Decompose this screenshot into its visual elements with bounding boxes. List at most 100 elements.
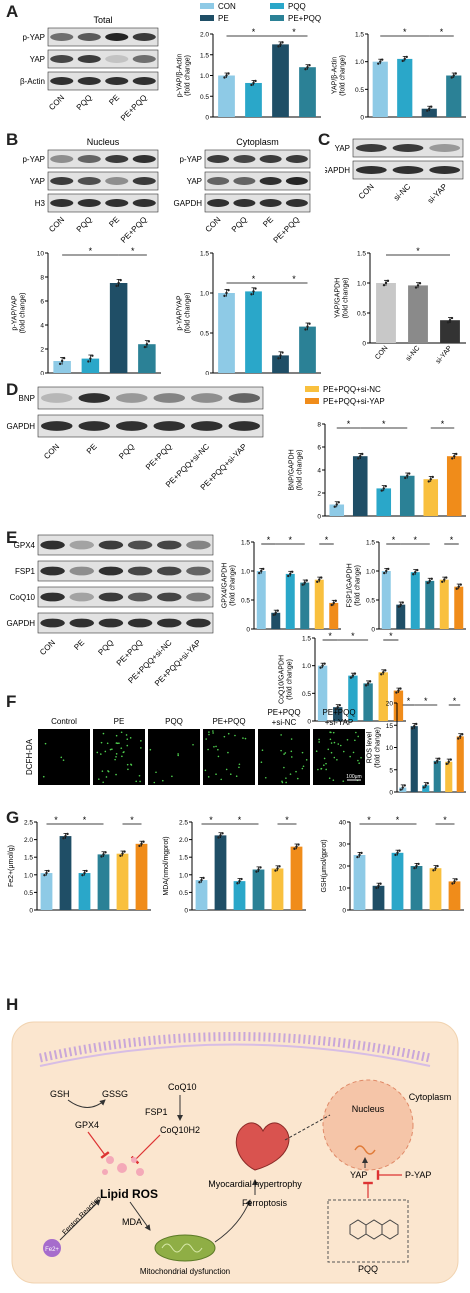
blot-band [127, 592, 153, 602]
blot-band [157, 618, 182, 628]
data-point [349, 676, 353, 679]
fluorescence-signal [192, 743, 194, 746]
data-point [366, 682, 370, 685]
data-point [47, 869, 50, 873]
y-tick-label: 4 [317, 468, 321, 475]
data-point [145, 343, 149, 346]
blot-strip [47, 171, 159, 191]
data-point [413, 724, 416, 728]
data-point [455, 452, 458, 456]
blot-band [105, 199, 129, 207]
y-tick-label: 10 [386, 745, 394, 752]
y-tick-label: 1.0 [241, 569, 250, 576]
fluorescence-signal [284, 752, 287, 754]
bar [218, 293, 235, 373]
y-axis-label: FSP1/GAPDH(fold change) [347, 563, 362, 607]
fluorescence-signal [305, 759, 308, 761]
y-tick-label: 1.0 [200, 73, 209, 80]
legend-label: PE [218, 14, 229, 23]
fluorescence-signal [217, 755, 220, 758]
data-point [398, 849, 401, 852]
bar [391, 852, 404, 910]
blot-strip [47, 71, 159, 91]
bar [440, 320, 460, 343]
data-point [426, 581, 429, 585]
bar [329, 602, 339, 629]
data-point [426, 109, 429, 112]
blot-band [228, 421, 260, 431]
fluorescence-signal [285, 777, 287, 779]
blot-lane-label: PQQ [75, 93, 94, 112]
y-tick-label: 20 [386, 701, 394, 708]
bar [78, 873, 91, 910]
data-point [356, 855, 359, 859]
data-point [279, 43, 282, 46]
blot-strip [37, 586, 214, 608]
chart-e3: 0 0.5 1.0 1.5 CoQ10/GAPDH(fold change) * * * [279, 632, 406, 726]
bar [397, 58, 413, 117]
blot-band [259, 199, 282, 207]
blot-strip [204, 149, 311, 169]
mitochondria-icon [154, 1234, 216, 1262]
y-tick-label: 0.5 [200, 94, 209, 101]
data-point [223, 294, 226, 298]
fluorescence-signal [104, 750, 107, 753]
data-point [375, 886, 378, 890]
blot-lane-label: PE [72, 638, 86, 652]
fluorescence-signal [225, 768, 228, 771]
fluorescence-signal [357, 735, 360, 738]
bar [271, 612, 281, 629]
blot-lane-label: PE+PQQ [144, 442, 174, 472]
blot-row-label: GAPDH [7, 422, 36, 431]
data-point [447, 760, 450, 763]
bar [408, 285, 428, 343]
fluorescence-signal [281, 781, 284, 784]
y-tick-label: 1.5 [200, 251, 209, 258]
chart-c1: 0 0.5 1.0 1.5 YAP/GAPDH(fold change) CON si-NC… [335, 246, 466, 365]
data-point [397, 605, 400, 608]
fluorescence-signal [115, 742, 118, 744]
legend-d: PE+PQQ+si-NC PE+PQQ+si-YAP [305, 385, 385, 406]
blot-lane-label: CON [47, 215, 66, 234]
fluorescence-signal [121, 755, 123, 758]
fe-icon [43, 1239, 61, 1257]
data-point [147, 340, 151, 343]
y-tick-label: 2.0 [200, 32, 209, 39]
data-point [62, 356, 66, 360]
blot-strip [47, 49, 159, 69]
image-column-label: PE [114, 717, 125, 726]
data-point [406, 474, 409, 477]
blot-row-label: FSP1 [15, 567, 36, 576]
chart-b1: 0 2 4 6 8 10 p-YAP/YAP(fold change) * * [12, 246, 161, 375]
y-axis-label: GSH(μmol/gprot) [321, 839, 328, 892]
y-tick-label: 0 [184, 908, 188, 915]
fluorescence-signal [235, 775, 238, 778]
fluorescence-signal [204, 769, 207, 772]
data-point [221, 832, 224, 835]
data-point [399, 788, 402, 791]
y-tick-label: 1.5 [366, 540, 375, 547]
bar [329, 504, 345, 516]
fluorescence-signal [102, 781, 104, 784]
data-point [377, 884, 380, 887]
bar [285, 573, 295, 629]
bar [372, 61, 388, 117]
fluorescence-signal [215, 773, 217, 775]
data-point [227, 72, 230, 75]
blot-lane-label: PE [261, 215, 275, 229]
fluorescence-signal [337, 743, 340, 745]
y-axis-label: MDA(nmol/mgprot) [163, 836, 170, 895]
blot-band [77, 155, 101, 163]
fluorescence-signal [227, 751, 229, 754]
fluorescence-signal [177, 753, 179, 755]
blot-row-label: GPX4 [14, 541, 36, 550]
data-point [432, 869, 435, 872]
data-point [384, 669, 387, 672]
fluorescence-signal [281, 780, 283, 783]
data-point [364, 684, 368, 687]
panel-label-b: B [6, 130, 19, 149]
fluorescence-signal [260, 761, 263, 764]
significance-star: * [292, 27, 296, 37]
bar [448, 881, 461, 910]
